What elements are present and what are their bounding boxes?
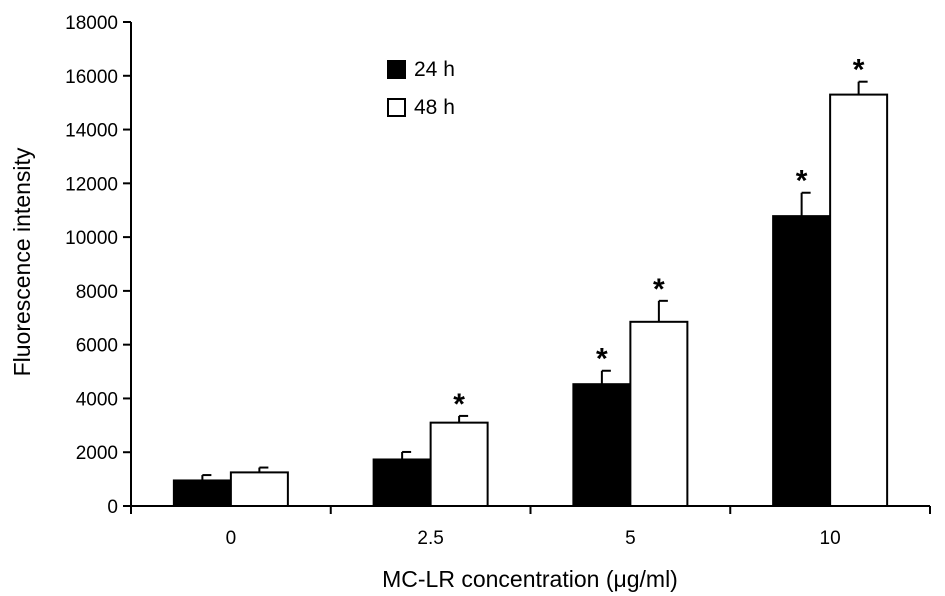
x-tick-label: 0 [226, 528, 237, 549]
legend-swatch-48h [387, 98, 406, 117]
bar-48h [229, 471, 289, 507]
y-tick-label: 2000 [76, 443, 118, 464]
bar-24h [172, 479, 232, 508]
significance-asterisk: * [796, 165, 808, 198]
y-tick-label: 14000 [65, 121, 118, 142]
significance-asterisk: * [653, 273, 665, 306]
bar-24h [772, 215, 832, 507]
y-axis-title: Fluorescence intensity [9, 147, 35, 376]
legend-label-48h: 48 h [414, 96, 455, 119]
bar-24h [372, 458, 432, 507]
bar-24h [572, 383, 632, 507]
bar-48h [429, 421, 489, 507]
legend: 24 h 48 h [387, 58, 455, 119]
x-tick-label: 5 [625, 528, 636, 549]
legend-label-24h: 24 h [414, 58, 455, 81]
bar-48h [629, 320, 689, 507]
significance-asterisk: * [453, 388, 465, 421]
y-tick-label: 0 [107, 497, 118, 518]
y-axis-ticks: 0 2000 4000 6000 8000 10000 12000 14000 16000 180… [65, 13, 131, 518]
plot-area: * * * * * [172, 54, 889, 508]
y-tick-label: 16000 [65, 67, 118, 88]
significance-asterisk: * [596, 343, 608, 376]
x-axis-title: MC-LR concentration (μg/ml) [382, 566, 678, 592]
significance-asterisk: * [853, 54, 865, 87]
y-tick-label: 18000 [65, 13, 118, 34]
legend-swatch-24h [387, 60, 406, 79]
y-tick-label: 6000 [76, 336, 118, 357]
bar-48h [829, 93, 889, 507]
y-tick-label: 12000 [65, 174, 118, 195]
y-tick-label: 4000 [76, 389, 118, 410]
y-tick-label: 10000 [65, 228, 118, 249]
x-tick-label: 2.5 [417, 528, 443, 549]
x-axis-ticks: 0 2.5 5 10 [130, 506, 931, 549]
y-tick-label: 8000 [76, 282, 118, 303]
x-tick-label: 10 [820, 528, 841, 549]
